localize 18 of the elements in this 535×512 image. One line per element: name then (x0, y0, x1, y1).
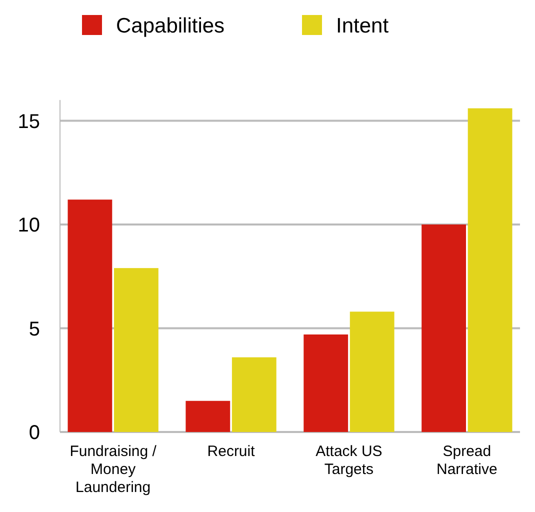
bar (114, 268, 158, 432)
y-tick-label: 0 (28, 422, 40, 444)
bar (422, 224, 466, 432)
y-tick-label: 5 (28, 318, 40, 340)
bar (468, 108, 512, 432)
x-tick-label: Recruit (207, 443, 256, 460)
bar (68, 200, 112, 432)
bar (232, 357, 276, 432)
bar (304, 334, 348, 432)
x-tick-label: Spread Narrative (436, 443, 498, 478)
x-tick-label: Fundraising / Money Laundering (70, 443, 158, 496)
bar (186, 400, 230, 432)
legend-label: Capabilities (116, 14, 225, 38)
bar (350, 312, 394, 432)
legend-label: Intent (336, 14, 389, 38)
y-tick-label: 15 (18, 110, 40, 133)
y-tick-label: 10 (18, 214, 40, 236)
x-tick-label: Attack US Targets (316, 443, 382, 478)
